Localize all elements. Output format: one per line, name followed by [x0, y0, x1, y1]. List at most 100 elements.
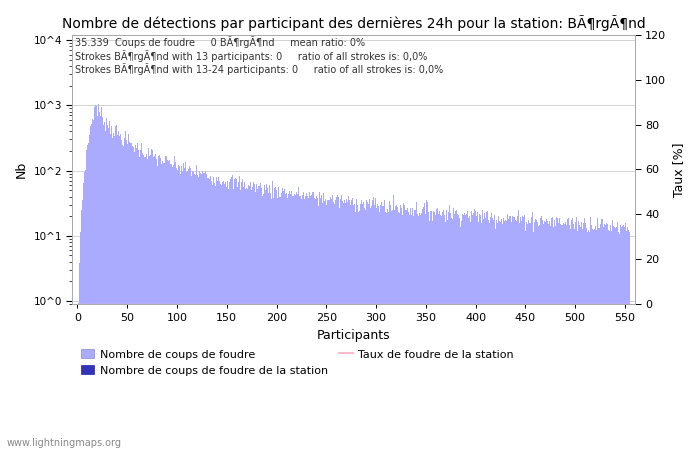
Bar: [622, 226, 624, 450]
Bar: [106, 118, 107, 450]
Bar: [610, 231, 612, 450]
Bar: [440, 215, 441, 450]
Bar: [561, 225, 563, 450]
Bar: [617, 222, 619, 450]
Bar: [596, 218, 598, 450]
Bar: [450, 213, 452, 450]
Bar: [250, 182, 251, 450]
Bar: [244, 182, 245, 450]
Bar: [286, 193, 287, 450]
Bar: [629, 232, 631, 450]
Bar: [336, 198, 337, 450]
Bar: [269, 185, 270, 450]
Bar: [594, 226, 596, 450]
Bar: [186, 171, 188, 450]
Bar: [493, 220, 494, 450]
Bar: [624, 227, 625, 450]
Legend: Nombre de coups de foudre, Nombre de coups de foudre de la station, Taux de foud: Nombre de coups de foudre, Nombre de cou…: [77, 345, 518, 380]
Bar: [164, 156, 165, 450]
Bar: [475, 211, 476, 450]
Bar: [453, 208, 454, 450]
Bar: [379, 205, 381, 450]
Bar: [436, 209, 438, 450]
Bar: [91, 124, 92, 450]
Bar: [218, 176, 219, 450]
Bar: [620, 225, 622, 450]
Bar: [365, 200, 367, 450]
Bar: [315, 199, 316, 450]
Bar: [316, 196, 317, 450]
Bar: [344, 203, 346, 450]
Bar: [338, 197, 339, 450]
Bar: [329, 200, 330, 450]
Bar: [129, 142, 130, 450]
Bar: [79, 263, 80, 450]
Bar: [310, 196, 311, 450]
Bar: [531, 217, 532, 450]
Bar: [403, 203, 405, 450]
Bar: [558, 223, 559, 450]
Bar: [287, 198, 288, 450]
Bar: [486, 212, 487, 450]
Bar: [252, 187, 253, 450]
Bar: [372, 197, 374, 450]
Bar: [495, 229, 496, 450]
Bar: [247, 189, 248, 450]
Bar: [457, 214, 458, 450]
Bar: [89, 135, 90, 450]
Bar: [570, 220, 572, 450]
Bar: [204, 173, 205, 450]
Bar: [276, 190, 277, 450]
Bar: [353, 205, 354, 450]
Bar: [197, 175, 198, 450]
Bar: [232, 175, 233, 450]
Bar: [212, 185, 214, 450]
Bar: [176, 168, 178, 450]
Bar: [497, 223, 498, 450]
Bar: [419, 213, 421, 450]
Bar: [265, 190, 266, 450]
Bar: [125, 130, 126, 450]
Bar: [98, 104, 99, 450]
Bar: [255, 193, 256, 450]
Bar: [455, 211, 456, 450]
Bar: [246, 189, 247, 450]
Bar: [273, 198, 274, 450]
Bar: [326, 205, 327, 450]
Bar: [231, 177, 232, 450]
Bar: [332, 202, 334, 450]
Bar: [223, 181, 224, 450]
Bar: [605, 225, 606, 450]
Bar: [619, 232, 620, 450]
Bar: [185, 168, 186, 450]
Bar: [277, 198, 278, 450]
Bar: [434, 212, 435, 450]
Bar: [555, 226, 556, 450]
Text: Strokes BÃ¶rgÃ¶nd with 13 participants: 0     ratio of all strokes is: 0,0%: Strokes BÃ¶rgÃ¶nd with 13 participants: …: [76, 50, 428, 62]
Bar: [209, 179, 210, 450]
Bar: [514, 217, 515, 450]
Bar: [575, 217, 577, 450]
Bar: [312, 192, 313, 450]
Bar: [546, 219, 547, 450]
Bar: [417, 214, 419, 450]
Bar: [421, 213, 422, 450]
Bar: [444, 215, 445, 450]
Bar: [230, 179, 231, 450]
Bar: [428, 212, 429, 450]
Bar: [113, 133, 114, 450]
Bar: [422, 208, 423, 450]
Bar: [153, 156, 155, 450]
Bar: [407, 208, 408, 450]
Bar: [351, 198, 353, 450]
Bar: [307, 197, 308, 450]
Bar: [625, 223, 626, 450]
Bar: [537, 222, 538, 450]
Bar: [90, 126, 91, 450]
Bar: [205, 171, 206, 450]
Bar: [502, 224, 503, 450]
Bar: [572, 218, 573, 450]
Bar: [504, 221, 505, 450]
Bar: [87, 144, 88, 450]
Bar: [324, 201, 325, 450]
